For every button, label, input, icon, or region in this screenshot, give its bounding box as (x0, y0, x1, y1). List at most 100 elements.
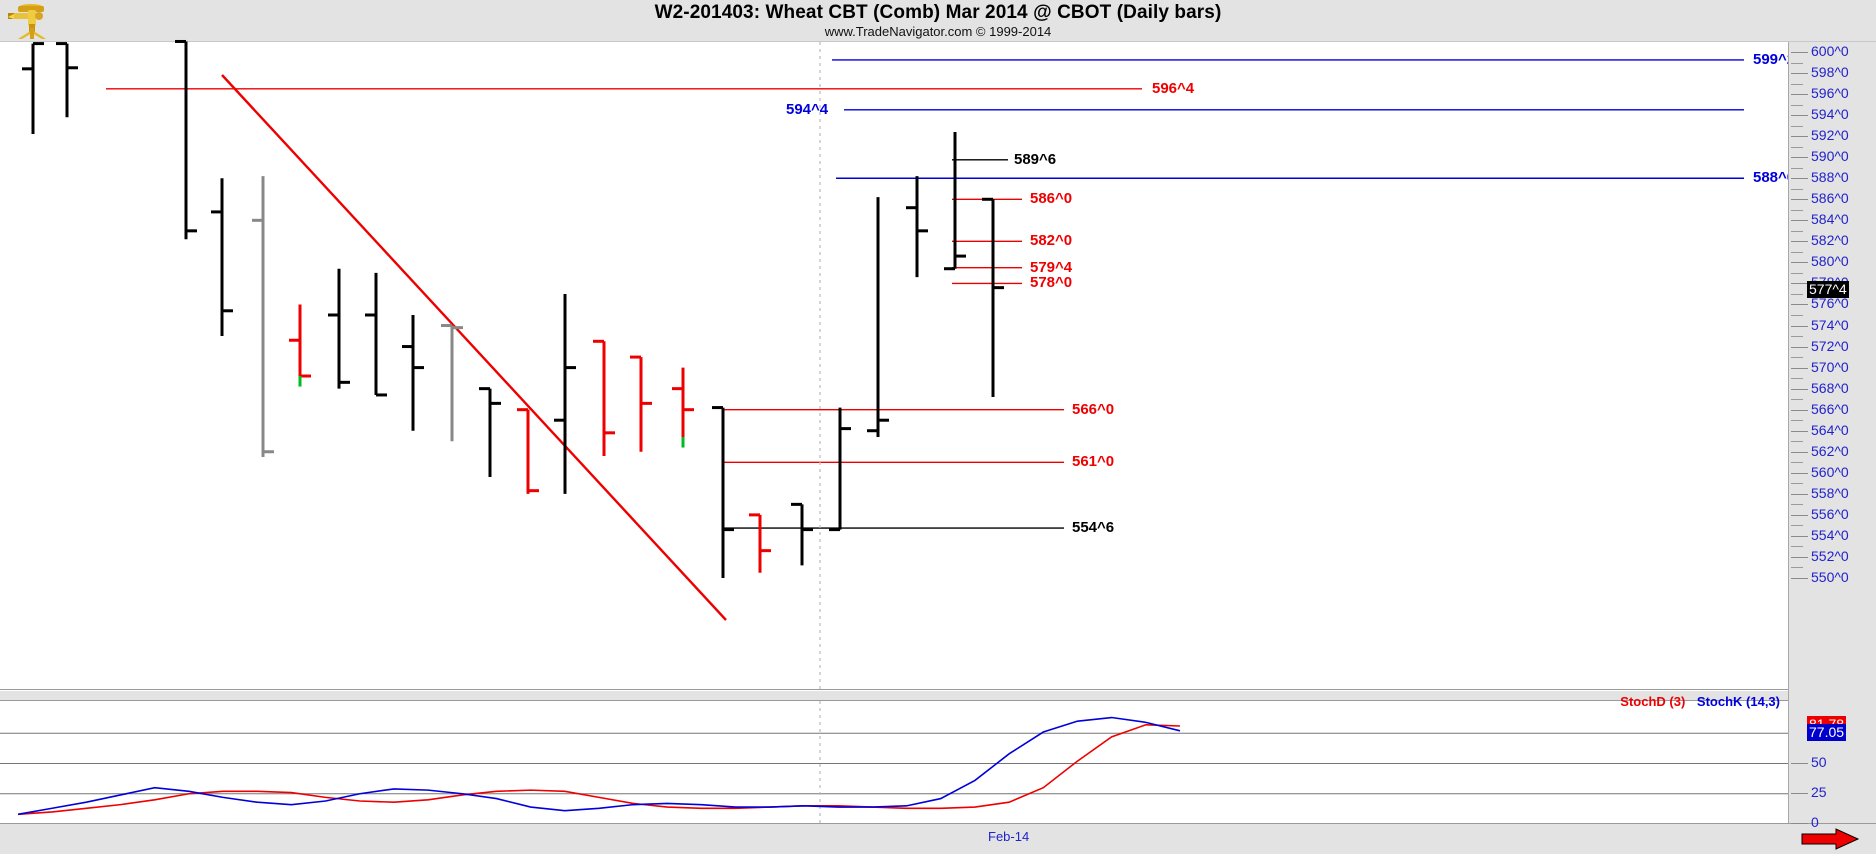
axis-price-label: 556^0 (1811, 505, 1849, 522)
axis-price-label: 564^0 (1811, 421, 1849, 438)
axis-tick (1791, 115, 1808, 117)
axis-tick (1791, 535, 1808, 537)
current-price-marker: 577^4 (1807, 280, 1849, 298)
ohlc-bar (402, 315, 424, 431)
axis-tick-minor (1791, 567, 1803, 569)
ohlc-bar (749, 513, 771, 573)
ohlc-bar (630, 355, 652, 452)
ohlc-bar (867, 197, 889, 438)
axis-price-label: 576^0 (1811, 295, 1849, 312)
ohlc-bar (441, 324, 463, 442)
stoch-k-legend-label: StochK (14,3) (1696, 694, 1780, 709)
ohlc-bar (944, 131, 966, 271)
axis-price-label: 598^0 (1811, 64, 1849, 81)
axis-price-label: 566^0 (1811, 400, 1849, 417)
axis-tick-minor (1791, 462, 1803, 464)
axis-price-label: 574^0 (1811, 316, 1849, 333)
ohlc-bar (22, 42, 44, 135)
page-title: W2-201403: Wheat CBT (Comb) Mar 2014 @ C… (654, 2, 1222, 23)
axis-tick (1791, 388, 1808, 390)
axis-tick-minor (1791, 420, 1803, 422)
right-arrow-icon[interactable] (1800, 828, 1860, 850)
axis-tick (1791, 823, 1808, 824)
price-level-label: 586^0 (1030, 190, 1073, 208)
axis-tick (1791, 346, 1808, 348)
axis-tick (1791, 792, 1808, 794)
price-level-label: 554^6 (1072, 519, 1115, 537)
date-axis-label: Feb-14 (988, 829, 1030, 844)
axis-tick (1791, 430, 1808, 432)
axis-tick (1791, 578, 1808, 579)
ohlc-bar (712, 406, 734, 578)
axis-price-label: 582^0 (1811, 232, 1849, 249)
axis-tick (1791, 762, 1808, 764)
axis-tick-minor (1791, 146, 1803, 148)
axis-tick-minor (1791, 315, 1803, 316)
price-axis[interactable]: 600^0 598^0 596^0 594^0 592^0 590^0 588^0 586^0… (1788, 42, 1876, 829)
ohlc-bar (829, 407, 851, 532)
ohlc-bar (175, 39, 197, 240)
ohlc-bar (56, 42, 78, 118)
axis-tick (1791, 325, 1808, 327)
axis-price-label: 596^0 (1811, 85, 1849, 102)
ohlc-bar (791, 502, 813, 566)
axis-price-label: 572^0 (1811, 337, 1849, 354)
axis-tick-minor (1791, 209, 1803, 211)
price-level-label: 566^0 (1072, 400, 1115, 418)
axis-price-label: 558^0 (1811, 484, 1849, 501)
indicator-line (17, 723, 1181, 816)
axis-tick-minor (1791, 62, 1803, 64)
price-bars-canvas (22, 39, 1744, 690)
price-chart-panel[interactable]: TradeNavigator.com (0, 39, 1788, 730)
axis-tick (1791, 514, 1808, 516)
axis-price-label: 568^0 (1811, 379, 1849, 396)
price-level-label: 561^0 (1072, 453, 1115, 471)
stochastic-panel[interactable] (0, 700, 1788, 824)
axis-tick (1791, 472, 1808, 474)
axis-price-label: 580^0 (1811, 253, 1849, 270)
price-level-label: 588^0 (1753, 169, 1796, 187)
stoch-k-value-badge: 77.05 (1807, 723, 1847, 741)
axis-price-label: 586^0 (1811, 190, 1849, 207)
date-axis-strip[interactable] (0, 823, 1876, 854)
axis-tick (1791, 451, 1808, 453)
price-level-label: 589^6 (1014, 150, 1057, 168)
axis-price-label: 590^0 (1811, 148, 1849, 165)
indicator-panel-header (0, 691, 1788, 700)
indicator-line (17, 716, 1181, 816)
axis-tick-minor (1791, 293, 1803, 295)
price-level-label: 579^4 (1030, 258, 1073, 276)
axis-price-label: 552^0 (1811, 547, 1849, 564)
axis-tick-minor (1791, 125, 1803, 127)
trendline (221, 74, 727, 621)
ohlc-bar (906, 176, 928, 278)
axis-price-label: 554^0 (1811, 526, 1849, 543)
title-bar: W2-201403: Wheat CBT (Comb) Mar 2014 @ C… (0, 0, 1876, 42)
axis-tick (1791, 409, 1808, 411)
axis-price-label: 600^0 (1811, 43, 1849, 59)
title-subtitle: www.TradeNavigator.com © 1999-2014 (824, 24, 1052, 39)
axis-tick-minor (1791, 188, 1803, 190)
axis-tick (1791, 241, 1808, 243)
axis-tick-minor (1791, 272, 1803, 274)
axis-tick (1791, 178, 1808, 180)
price-level-label: 578^0 (1030, 274, 1073, 292)
ohlc-bar (593, 339, 615, 456)
axis-tick (1791, 283, 1808, 285)
ohlc-bar (672, 367, 694, 448)
axis-tick (1791, 157, 1808, 159)
axis-tick (1791, 262, 1808, 264)
price-level-label: 599^2 (1753, 50, 1796, 68)
price-level-label: 582^0 (1030, 232, 1073, 250)
axis-price-label: 588^0 (1811, 169, 1849, 186)
axis-tick-minor (1791, 336, 1803, 338)
axis-tick (1791, 493, 1808, 495)
axis-tick (1791, 52, 1808, 53)
axis-price-label: 562^0 (1811, 442, 1849, 459)
axis-tick-minor (1791, 483, 1803, 485)
axis-tick-minor (1791, 399, 1803, 401)
indicator-axis-label: 0 (1811, 814, 1819, 830)
axis-tick-minor (1791, 441, 1803, 443)
ohlc-bar (517, 408, 539, 494)
stochastic-legend[interactable]: StochD (3) StochK (14,3) (1540, 694, 1780, 709)
